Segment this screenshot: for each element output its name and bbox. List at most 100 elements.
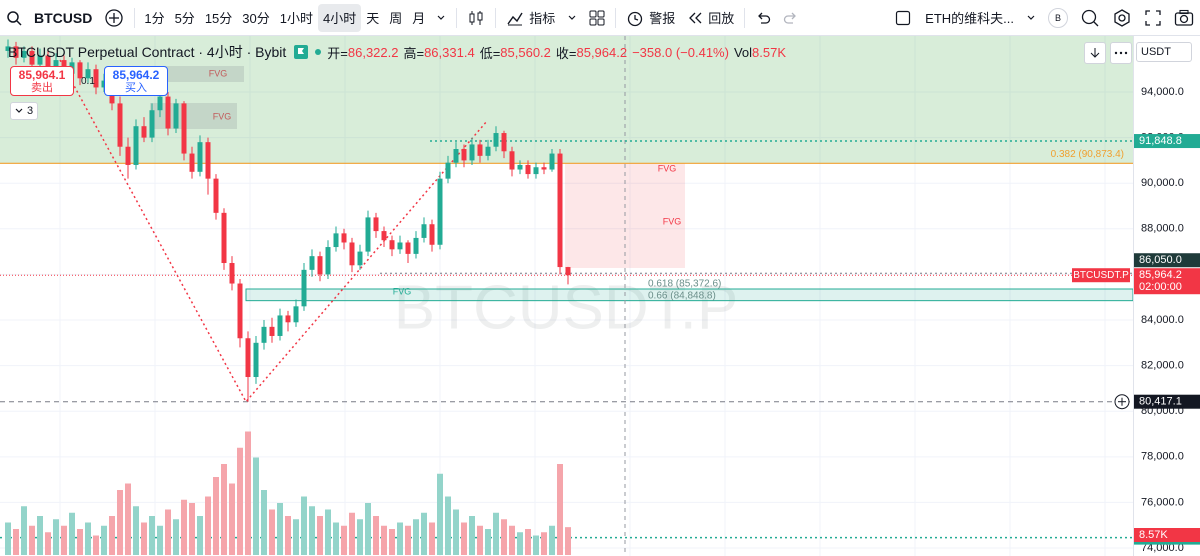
redo-button[interactable] (777, 4, 805, 32)
sell-button[interactable]: 85,964.1 卖出 (10, 66, 74, 96)
legend-close-label: 收= (555, 45, 577, 61)
candle-body (29, 50, 35, 65)
volume-bar (413, 519, 419, 555)
currency-select[interactable]: USDT (1136, 42, 1192, 62)
layout-name: ETH的维科夫... (925, 11, 1014, 26)
symbol-label-bg (1072, 268, 1130, 283)
chart-type-button[interactable] (461, 4, 491, 32)
layout-menu[interactable] (1020, 4, 1042, 32)
candle-body (469, 144, 475, 161)
volume-bar (173, 519, 179, 555)
interval-button[interactable]: 5分 (174, 11, 195, 26)
volume-bar (229, 483, 235, 555)
volume-bar (181, 499, 187, 555)
price-label-bg (1134, 394, 1200, 409)
snapshot-button[interactable] (1168, 4, 1200, 32)
symbol[interactable]: BTCUSD (34, 9, 93, 26)
interval-button[interactable]: 月 (412, 11, 426, 26)
fvg-box (158, 66, 244, 82)
volume-bar (333, 522, 339, 555)
volume-bar (117, 490, 123, 555)
templates-button[interactable] (583, 4, 611, 32)
volume-bar (485, 529, 491, 555)
price-label-text: 85,964.2 (1139, 269, 1182, 281)
pane-down-button[interactable] (1084, 42, 1106, 64)
volume-bar (221, 464, 227, 555)
volume-bar (29, 525, 35, 555)
price-label: 91,848.8 (1134, 134, 1200, 149)
legend-close: 85,964.2 (576, 44, 628, 60)
buy-button[interactable]: 85,964.2 买入 (104, 66, 168, 96)
volume-bar (261, 490, 267, 555)
badge[interactable]: B (1042, 4, 1074, 32)
interval-button[interactable]: 1分 (144, 11, 165, 26)
legend: BTCUSDT Perpetual Contract · 4小时 · Bybit… (8, 42, 786, 62)
candle-body (341, 233, 347, 243)
buy-label: 买入 (125, 82, 147, 94)
volume-bar (93, 535, 99, 555)
undo-button[interactable] (749, 4, 777, 32)
candle-body (261, 326, 267, 343)
volume-bar (517, 532, 523, 555)
price-label-bg (1134, 268, 1200, 295)
interval-button[interactable]: 30分 (242, 11, 270, 26)
indicators-menu[interactable] (561, 4, 583, 32)
currency: USDT (1141, 46, 1171, 58)
volume-label: 8.57K (1139, 529, 1168, 541)
fullscreen-button[interactable] (1138, 4, 1168, 32)
volume-bar (317, 516, 323, 555)
candle-body (141, 126, 147, 138)
replay-button[interactable]: 回放 (681, 4, 740, 32)
alert-button[interactable]: 警报 (620, 4, 681, 32)
fvg-label: FVG (663, 216, 682, 226)
layout-select[interactable]: ETH的维科夫... (889, 4, 1020, 32)
indicators-button[interactable]: 指标 (500, 4, 561, 32)
volume-bar (373, 516, 379, 555)
toolbar: BTCUSD 1分 5分 15分 30分 1小时 4小时天周月 指标 警报 回放 ETH的… (0, 0, 1200, 36)
quick-search-button[interactable] (1074, 4, 1106, 32)
legend-open-label: 开= (327, 45, 348, 61)
candle-body (189, 153, 195, 172)
settings-button[interactable] (1106, 4, 1138, 32)
interval-button[interactable]: 4小时 (317, 3, 362, 32)
legend-high: 86,331.4 (424, 44, 475, 60)
interval-button[interactable]: 周 (389, 11, 403, 26)
interval-button[interactable]: 天 (366, 11, 380, 26)
candle-body (205, 142, 211, 179)
interval-group: 1分 5分 15分 30分 1小时 4小时天周月 (139, 3, 430, 32)
search-button[interactable] (0, 4, 28, 32)
compare-button[interactable] (98, 4, 130, 32)
interval-menu[interactable] (430, 4, 452, 32)
interval-button[interactable]: 15分 (204, 11, 233, 26)
volume-bar (557, 464, 563, 555)
candle-body (509, 151, 515, 170)
fvg-label: FVG (213, 111, 232, 121)
separator (456, 7, 458, 28)
candle-body (429, 224, 435, 245)
candle-body (541, 167, 547, 170)
volume-bar (501, 519, 507, 555)
interval-button[interactable]: 1小时 (279, 11, 313, 26)
indicator-toggle[interactable]: 3 (10, 102, 39, 120)
candle-body (413, 237, 419, 254)
volume-bar (253, 457, 259, 555)
candle-body (421, 224, 427, 238)
fib-label: 0.382 (90,873.4) (1051, 149, 1124, 160)
volume-bar (549, 525, 555, 555)
pane-more-button[interactable] (1110, 42, 1132, 64)
separator (495, 7, 497, 28)
candle-body (405, 242, 411, 254)
candle-body (461, 149, 467, 161)
status-dot (315, 49, 322, 55)
price-label: 85,964.202:00:00 BTCUSDT.P (1072, 268, 1200, 295)
volume-bar (469, 516, 475, 555)
legend-flag[interactable] (294, 45, 309, 59)
candle-body (317, 256, 323, 275)
volume-bar (189, 503, 195, 555)
legend-high-label: 高= (403, 45, 425, 61)
volume-bar (389, 529, 395, 555)
legend-open: 86,322.2 (347, 44, 399, 60)
fib-label: 0.66 (84,848.8) (648, 290, 716, 301)
volume-bar (429, 522, 435, 555)
